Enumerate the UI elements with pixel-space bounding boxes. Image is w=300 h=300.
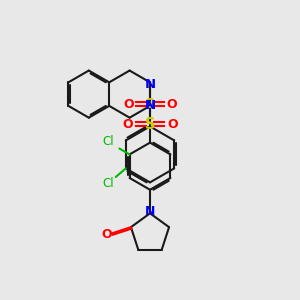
Text: N: N xyxy=(144,78,156,91)
Text: Cl: Cl xyxy=(103,177,114,190)
Text: N: N xyxy=(144,99,156,112)
Text: S: S xyxy=(145,98,155,111)
Text: O: O xyxy=(123,98,134,111)
Text: O: O xyxy=(167,118,178,131)
Text: O: O xyxy=(102,228,112,242)
Text: Cl: Cl xyxy=(102,135,114,148)
Text: O: O xyxy=(167,98,177,111)
Text: O: O xyxy=(122,118,133,131)
Text: N: N xyxy=(145,205,155,218)
Text: S: S xyxy=(145,117,155,132)
Text: N: N xyxy=(144,99,156,112)
